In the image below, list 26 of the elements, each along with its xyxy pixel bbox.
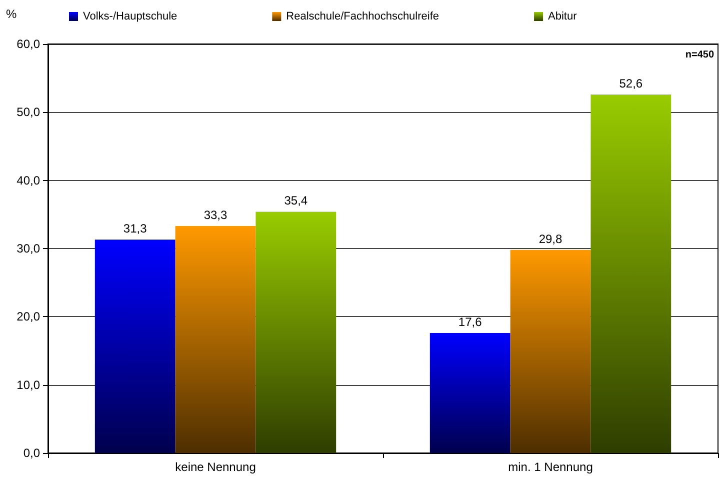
x-tick-label: min. 1 Nennung <box>508 460 593 474</box>
bar <box>256 212 336 453</box>
data-label: 35,4 <box>284 194 308 208</box>
bar <box>590 94 672 453</box>
y-tick-label: 50,0 <box>16 105 40 120</box>
y-tick-label: 60,0 <box>16 37 40 51</box>
annotation: n=450 <box>685 50 714 60</box>
bar <box>510 250 591 453</box>
bar <box>94 240 176 453</box>
legend-label: Realschule/Fachhochschulreife <box>286 10 440 22</box>
data-label: 33,3 <box>204 208 228 222</box>
y-tick-label: 40,0 <box>16 173 40 188</box>
bar <box>175 226 256 453</box>
x-tick-label: keine Nennung <box>175 460 256 474</box>
data-label: 31,3 <box>123 222 148 236</box>
y-tick-label: 10,0 <box>16 378 40 392</box>
legend-label: Volks-/Hauptschule <box>83 10 178 22</box>
y-tick-label: 0,0 <box>23 446 40 460</box>
y-tick-label: 20,0 <box>16 310 40 324</box>
bar <box>430 333 510 453</box>
data-label: 52,6 <box>619 76 643 90</box>
y-tick-label: 30,0 <box>16 242 40 256</box>
data-label: 17,6 <box>458 315 482 330</box>
y-axis-title: % <box>6 7 17 21</box>
data-label: 29,8 <box>538 232 562 246</box>
legend-label: Abitur <box>548 10 578 22</box>
